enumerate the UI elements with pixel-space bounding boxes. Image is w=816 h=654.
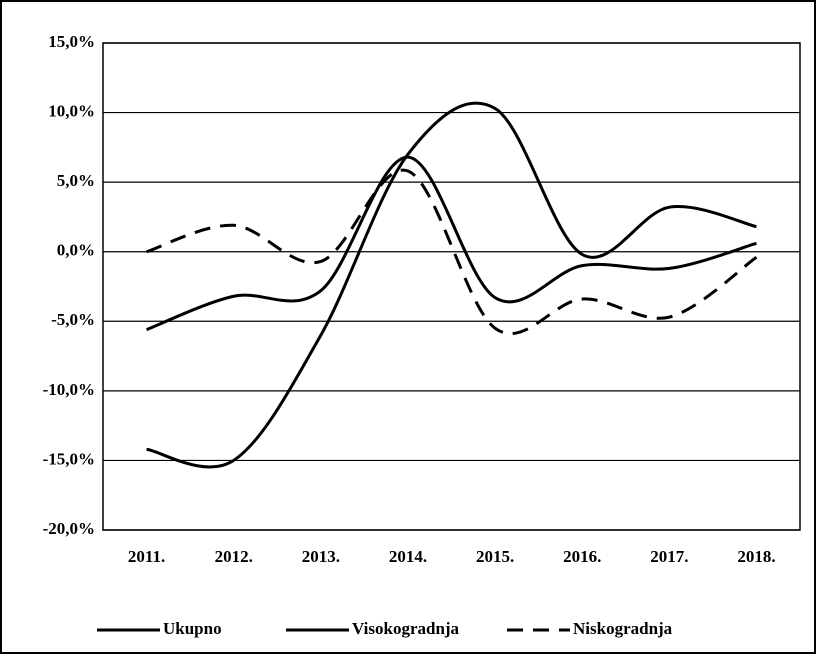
legend-label: Visokogradnja [352,619,460,638]
y-tick-label: 5,0% [57,171,95,190]
x-tick-label: 2017. [650,547,688,566]
plot-area [102,42,801,531]
x-tick-label: 2014. [389,547,427,566]
legend-label: Niskogradnja [573,619,673,638]
x-tick-label: 2018. [737,547,775,566]
y-tick-label: -5,0% [51,310,95,329]
y-tick-label: -20,0% [43,519,95,538]
x-tick-label: 2011. [128,547,165,566]
x-tick-label: 2013. [302,547,340,566]
y-tick-label: -10,0% [43,380,95,399]
y-tick-label: 0,0% [57,241,95,260]
x-tick-label: 2016. [563,547,601,566]
series-line [146,168,758,336]
series-line [146,101,757,469]
x-tick-label: 2012. [215,547,253,566]
y-tick-label: 15,0% [48,32,95,51]
legend-label: Ukupno [163,619,222,638]
series-line [146,155,757,332]
y-tick-label: 10,0% [48,101,95,120]
x-tick-label: 2015. [476,547,514,566]
y-tick-label: -15,0% [43,449,95,468]
